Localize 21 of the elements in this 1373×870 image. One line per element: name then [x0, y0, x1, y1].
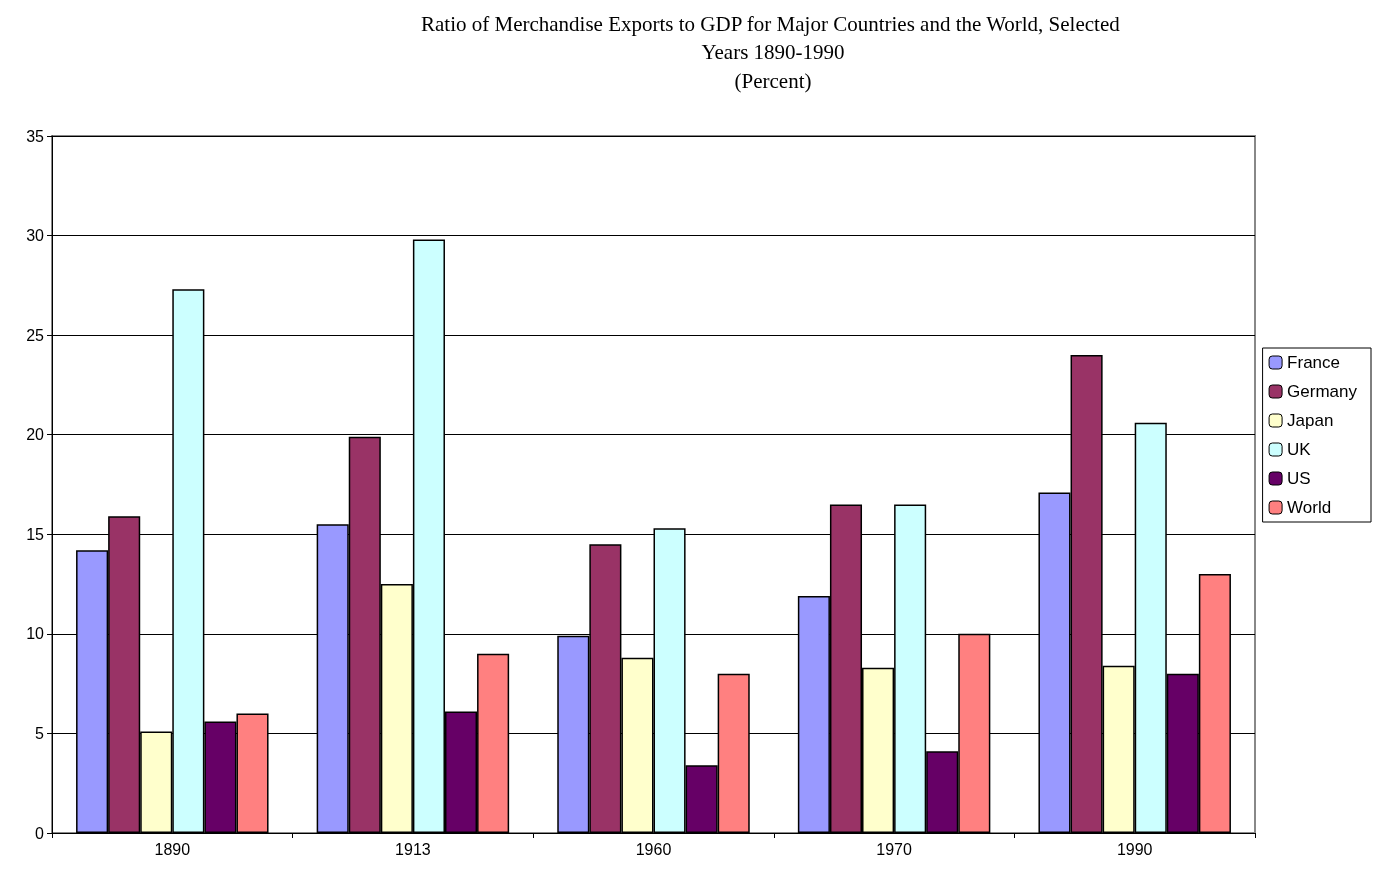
- legend-label: Germany: [1287, 382, 1358, 401]
- y-tick-label: 5: [35, 724, 45, 742]
- y-tick-label: 15: [26, 525, 45, 543]
- legend-label: US: [1287, 469, 1311, 488]
- x-tick-label: 1970: [876, 840, 912, 858]
- y-tick-label: 30: [26, 227, 45, 245]
- y-tick-label: 20: [26, 426, 45, 444]
- legend-label: Japan: [1287, 411, 1334, 430]
- y-tick-label: 0: [35, 824, 45, 842]
- chart-title: Ratio of Merchandise Exports to GDP for Major Countries and the World, Selected Years 1890-1990: [420, 12, 1126, 64]
- x-tick-label: 1913: [395, 840, 431, 858]
- y-tick-label: 10: [26, 625, 45, 643]
- x-tick-label: 1960: [635, 840, 672, 858]
- y-tick-label: 25: [26, 326, 45, 344]
- x-tick-label: 1990: [1116, 840, 1153, 858]
- y-tick-label: 35: [26, 127, 45, 145]
- x-tick-label: 1890: [154, 840, 191, 858]
- chart-subtitle: (Percent): [734, 68, 812, 93]
- legend-label: UK: [1287, 440, 1312, 459]
- legend-label: France: [1287, 353, 1341, 372]
- legend-label: World: [1287, 498, 1332, 517]
